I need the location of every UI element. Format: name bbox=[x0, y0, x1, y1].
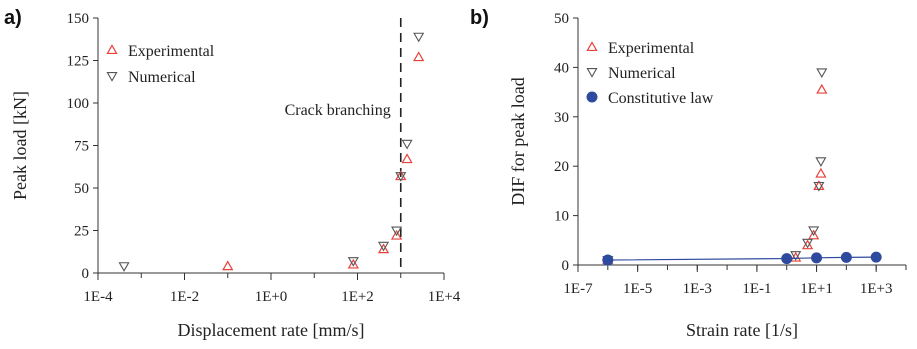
y-tick-label: 0 bbox=[562, 258, 570, 274]
numerical-point bbox=[413, 32, 425, 43]
legend-experimental-label: Experimental bbox=[128, 43, 215, 60]
x-tick-label: 1E-7 bbox=[563, 281, 593, 297]
y-tick-label: 125 bbox=[67, 54, 90, 70]
experimental-point bbox=[395, 170, 407, 181]
panel-label: b) bbox=[470, 7, 489, 29]
numerical-point bbox=[118, 262, 130, 272]
numerical-point bbox=[401, 139, 413, 150]
numerical-point bbox=[395, 172, 407, 182]
constitutive-law-point bbox=[602, 254, 614, 266]
y-axis-title: DIF for peak load bbox=[508, 77, 528, 205]
experimental-point bbox=[347, 258, 359, 269]
x-tick-label: 1E+4 bbox=[428, 289, 461, 305]
x-axis-title: Strain rate [1/s] bbox=[686, 320, 798, 340]
numerical-point bbox=[808, 226, 820, 237]
legend-experimental-marker bbox=[106, 44, 118, 55]
constitutive-law-point bbox=[840, 251, 852, 263]
y-tick-label: 75 bbox=[74, 139, 89, 155]
x-tick-label: 1E-3 bbox=[683, 281, 712, 297]
x-tick-label: 1E-2 bbox=[170, 289, 199, 305]
numerical-point bbox=[391, 226, 403, 237]
numerical-point bbox=[377, 241, 390, 252]
y-tick-label: 100 bbox=[67, 96, 90, 112]
experimental-point bbox=[401, 153, 413, 164]
crack-branching-label: Crack branching bbox=[285, 102, 391, 119]
experimental-point bbox=[377, 243, 390, 254]
experimental-point bbox=[813, 180, 825, 191]
legend-constitutive-law-marker bbox=[586, 91, 598, 103]
numerical-point bbox=[802, 238, 814, 249]
experimental-point bbox=[222, 260, 234, 271]
legend-numerical-marker bbox=[586, 68, 598, 78]
experimental-point bbox=[816, 83, 828, 94]
y-tick-label: 10 bbox=[554, 209, 569, 225]
y-tick-label: 50 bbox=[74, 181, 89, 197]
x-tick-label: 1E-4 bbox=[83, 289, 113, 305]
constitutive-law-point bbox=[870, 251, 882, 263]
y-tick-label: 30 bbox=[554, 110, 569, 126]
experimental-point bbox=[790, 251, 802, 262]
y-tick-label: 150 bbox=[67, 11, 90, 27]
x-tick-label: 1E-5 bbox=[623, 281, 652, 297]
legend-numerical-label: Numerical bbox=[608, 65, 676, 82]
x-axis-title: Displacement rate [mm/s] bbox=[178, 320, 365, 340]
experimental-point bbox=[801, 239, 814, 250]
legend-experimental-label: Experimental bbox=[608, 40, 695, 57]
y-tick-label: 25 bbox=[74, 224, 89, 240]
chart-panel-b: 0 10 20 30 40 50 1E-7 1E-5 1E-3 1E-1 1E+1 1E+3 Strai… bbox=[470, 7, 907, 340]
numerical-point bbox=[815, 157, 827, 167]
panel-label: a) bbox=[4, 7, 22, 29]
x-tick-label: 1E-1 bbox=[742, 281, 771, 297]
y-tick-label: 50 bbox=[554, 11, 569, 27]
experimental-point bbox=[808, 229, 820, 240]
legend-numerical-marker bbox=[106, 72, 118, 82]
experimental-point bbox=[815, 167, 827, 178]
numerical-point bbox=[816, 68, 828, 79]
y-tick-label: 0 bbox=[82, 266, 90, 282]
constitutive-law-point bbox=[781, 253, 793, 265]
numerical-point bbox=[813, 181, 825, 192]
x-tick-label: 1E+1 bbox=[800, 281, 833, 297]
y-tick-label: 20 bbox=[554, 159, 569, 175]
legend-constitutive-law-label: Constitutive law bbox=[608, 90, 714, 107]
legend-experimental-marker bbox=[586, 41, 598, 52]
legend-numerical-label: Numerical bbox=[128, 69, 196, 86]
experimental-point bbox=[390, 229, 403, 240]
x-tick-label: 1E+3 bbox=[860, 281, 893, 297]
x-tick-label: 1E+0 bbox=[255, 289, 288, 305]
y-axis-title: Peak load [kN] bbox=[10, 91, 30, 200]
constitutive-law-point bbox=[811, 252, 823, 264]
numerical-point bbox=[347, 257, 359, 267]
experimental-point bbox=[413, 51, 425, 62]
y-tick-label: 40 bbox=[554, 60, 569, 76]
x-tick-label: 1E+2 bbox=[341, 289, 374, 305]
chart-panel-a: 0 25 50 75 100 125 150 1E-4 1E-2 1E+0 1E+2 1E+4 Disp… bbox=[4, 7, 461, 340]
constitutive-law-line bbox=[607, 256, 877, 261]
numerical-point bbox=[790, 251, 802, 261]
